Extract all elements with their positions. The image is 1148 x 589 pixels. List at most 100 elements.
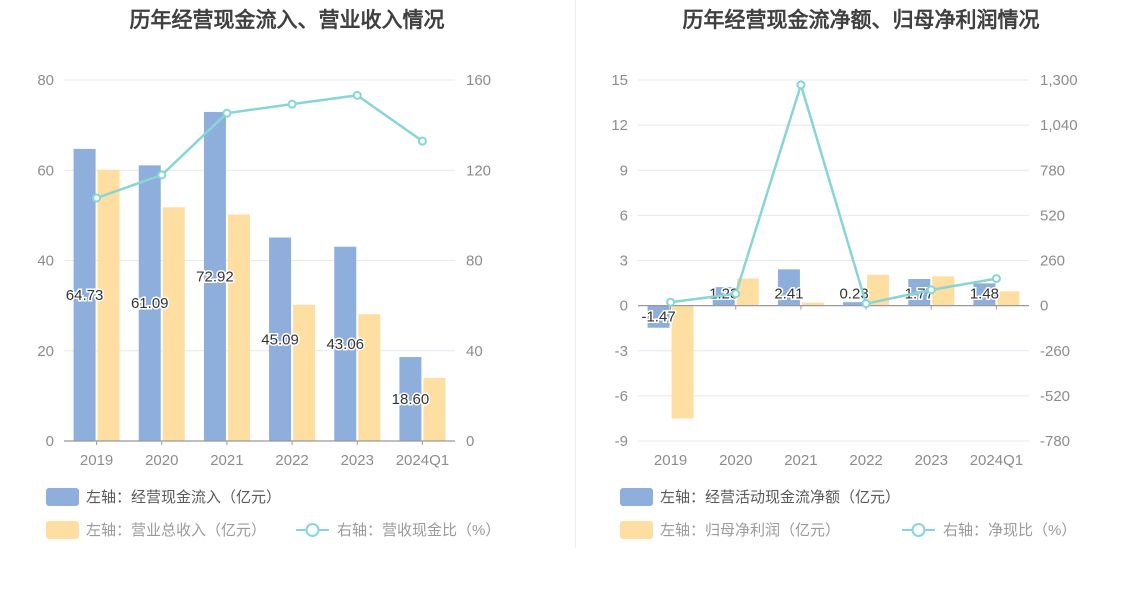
legend-swatch-primary-bar[interactable] bbox=[46, 488, 79, 506]
primary-bar-2021[interactable] bbox=[203, 111, 226, 442]
secondary-bar-2022[interactable] bbox=[867, 274, 890, 306]
primary-bar-2024q1[interactable] bbox=[399, 357, 422, 441]
primary-bar-2022[interactable] bbox=[269, 237, 292, 441]
category-label-2022: 2022 bbox=[275, 452, 308, 469]
chart-title: 历年经营现金流净额、归母净利润情况 bbox=[682, 9, 1040, 32]
legend-label-primary-bar[interactable]: 左轴：经营现金流入（亿元） bbox=[86, 489, 281, 506]
left-axis-tick-label: 12 bbox=[611, 117, 628, 134]
right-axis-tick-label: -520 bbox=[1040, 388, 1070, 405]
right-axis-tick-label: 1,040 bbox=[1040, 117, 1078, 134]
legend-swatch-line-marker[interactable] bbox=[911, 523, 926, 537]
secondary-bar-2020[interactable] bbox=[736, 278, 759, 306]
primary-bar-2021[interactable] bbox=[777, 269, 800, 306]
category-label-2021: 2021 bbox=[784, 452, 817, 469]
ratio-point-2021[interactable] bbox=[796, 80, 806, 90]
legend-swatch-primary-bar[interactable] bbox=[620, 488, 653, 506]
ratio-point-2022[interactable] bbox=[287, 99, 297, 109]
secondary-bar-2019[interactable] bbox=[671, 305, 694, 419]
right-axis-tick-label: 160 bbox=[466, 72, 491, 89]
right-axis-tick-label: -780 bbox=[1040, 433, 1070, 450]
net-cashflow-profit-panel: 历年经营现金流净额、归母净利润情况 -9 -6 -3 0 3 6 9 12 15 -780 -520… bbox=[574, 0, 1148, 589]
right-axis-tick-label: 520 bbox=[1040, 207, 1065, 224]
ratio-line bbox=[670, 80, 997, 306]
legend-swatch-line-marker[interactable] bbox=[305, 523, 320, 537]
category-label-2023: 2023 bbox=[341, 452, 374, 469]
data-label-2024q1: 1.48 bbox=[970, 286, 999, 303]
category-label-2024q1: 2024Q1 bbox=[396, 452, 449, 469]
ratio-point-2022[interactable] bbox=[861, 299, 871, 309]
category-label-2022: 2022 bbox=[849, 452, 882, 469]
primary-bar-2019[interactable] bbox=[73, 148, 96, 441]
category-label-2019: 2019 bbox=[654, 452, 687, 469]
primary-bar-2023[interactable] bbox=[334, 246, 357, 441]
category-label-2023: 2023 bbox=[915, 452, 948, 469]
ratio-point-2019[interactable] bbox=[666, 297, 676, 307]
data-label-2024q1: 18.60 bbox=[392, 391, 430, 408]
left-axis-tick-label: -6 bbox=[615, 388, 628, 405]
right-axis-tick-label: 0 bbox=[466, 433, 474, 450]
data-label-2019: 64.73 bbox=[66, 287, 104, 304]
ratio-point-2023[interactable] bbox=[352, 90, 362, 100]
data-label-2021: 72.92 bbox=[196, 268, 234, 285]
left-axis-tick-label: 40 bbox=[37, 253, 54, 270]
right-axis-tick-label: 120 bbox=[466, 162, 491, 179]
ratio-point-2021[interactable] bbox=[222, 108, 232, 118]
secondary-bar-2023[interactable] bbox=[358, 314, 381, 441]
secondary-bar-2022[interactable] bbox=[293, 304, 316, 441]
secondary-bar-2023[interactable] bbox=[932, 276, 955, 306]
secondary-bar-2020[interactable] bbox=[162, 207, 185, 441]
right-axis-tick-label: 0 bbox=[1040, 298, 1048, 315]
category-label-2020: 2020 bbox=[719, 452, 752, 469]
category-label-2021: 2021 bbox=[210, 452, 243, 469]
secondary-bar-2019[interactable] bbox=[97, 169, 120, 441]
ratio-line bbox=[96, 94, 424, 200]
net-cashflow-profit-chart: -9 -6 -3 0 3 6 9 12 15 -780 -520 -260 0 260 520 780 1,04… bbox=[611, 72, 1078, 539]
right-axis-tick-label: 80 bbox=[466, 253, 483, 270]
right-axis-tick-label: -260 bbox=[1040, 343, 1070, 360]
left-axis-tick-label: 9 bbox=[620, 162, 628, 179]
legend-swatch-secondary-bar[interactable] bbox=[46, 521, 79, 539]
left-axis-tick-label: -9 bbox=[615, 433, 628, 450]
secondary-bar-2021[interactable] bbox=[227, 214, 250, 441]
primary-bar-2019[interactable] bbox=[647, 305, 670, 328]
category-label-2019: 2019 bbox=[80, 452, 113, 469]
secondary-bar-2024q1[interactable] bbox=[997, 291, 1020, 306]
left-axis-tick-label: 20 bbox=[37, 343, 54, 360]
legend-label-primary-bar[interactable]: 左轴：经营活动现金流净额（亿元） bbox=[660, 489, 900, 506]
left-axis-tick-label: 6 bbox=[620, 207, 628, 224]
ratio-point-2020[interactable] bbox=[157, 170, 167, 180]
ratio-point-2023[interactable] bbox=[926, 285, 936, 295]
secondary-bar-2021[interactable] bbox=[801, 302, 824, 306]
ratio-point-2024q1[interactable] bbox=[417, 136, 427, 146]
cash-inflow-revenue-chart: 0 20 40 60 80 0 40 80 120 160 2019 2020 2021 2022 2023… bbox=[37, 72, 500, 539]
legend-label-secondary-bar[interactable]: 左轴：营业总收入（亿元） bbox=[86, 522, 266, 539]
left-axis-tick-label: 3 bbox=[620, 253, 628, 270]
primary-bar-2020[interactable] bbox=[138, 165, 161, 442]
left-axis-tick-label: 0 bbox=[620, 298, 628, 315]
ratio-point-2020[interactable] bbox=[731, 289, 741, 299]
ratio-point-2019[interactable] bbox=[92, 193, 102, 203]
ratio-point-2024q1[interactable] bbox=[991, 274, 1001, 284]
primary-bar-2024q1[interactable] bbox=[973, 283, 996, 306]
legend-label-line[interactable]: 右轴：净现比（%） bbox=[943, 522, 1076, 539]
data-label-2020: 61.09 bbox=[131, 295, 169, 312]
left-axis-tick-label: -3 bbox=[615, 343, 628, 360]
left-axis-tick-label: 80 bbox=[37, 72, 54, 89]
data-label-2023: 43.06 bbox=[326, 336, 364, 353]
panel-divider bbox=[575, 0, 576, 548]
legend-label-secondary-bar[interactable]: 左轴：归母净利润（亿元） bbox=[660, 522, 840, 539]
left-axis-tick-label: 0 bbox=[46, 433, 54, 450]
legend-label-line[interactable]: 右轴：营收现金比（%） bbox=[337, 522, 500, 539]
left-axis-tick-label: 15 bbox=[611, 72, 628, 89]
primary-bar-2022[interactable] bbox=[843, 302, 866, 306]
right-axis-tick-label: 260 bbox=[1040, 253, 1065, 270]
chart-title: 历年经营现金流入、营业收入情况 bbox=[129, 9, 445, 32]
data-label-2019: -1.47 bbox=[641, 309, 675, 326]
right-axis-tick-label: 1,300 bbox=[1040, 72, 1078, 89]
right-axis-tick-label: 40 bbox=[466, 343, 483, 360]
category-label-2020: 2020 bbox=[145, 452, 178, 469]
legend-swatch-secondary-bar[interactable] bbox=[620, 521, 653, 539]
secondary-bar-2024q1[interactable] bbox=[423, 377, 446, 441]
right-axis-tick-label: 780 bbox=[1040, 162, 1065, 179]
